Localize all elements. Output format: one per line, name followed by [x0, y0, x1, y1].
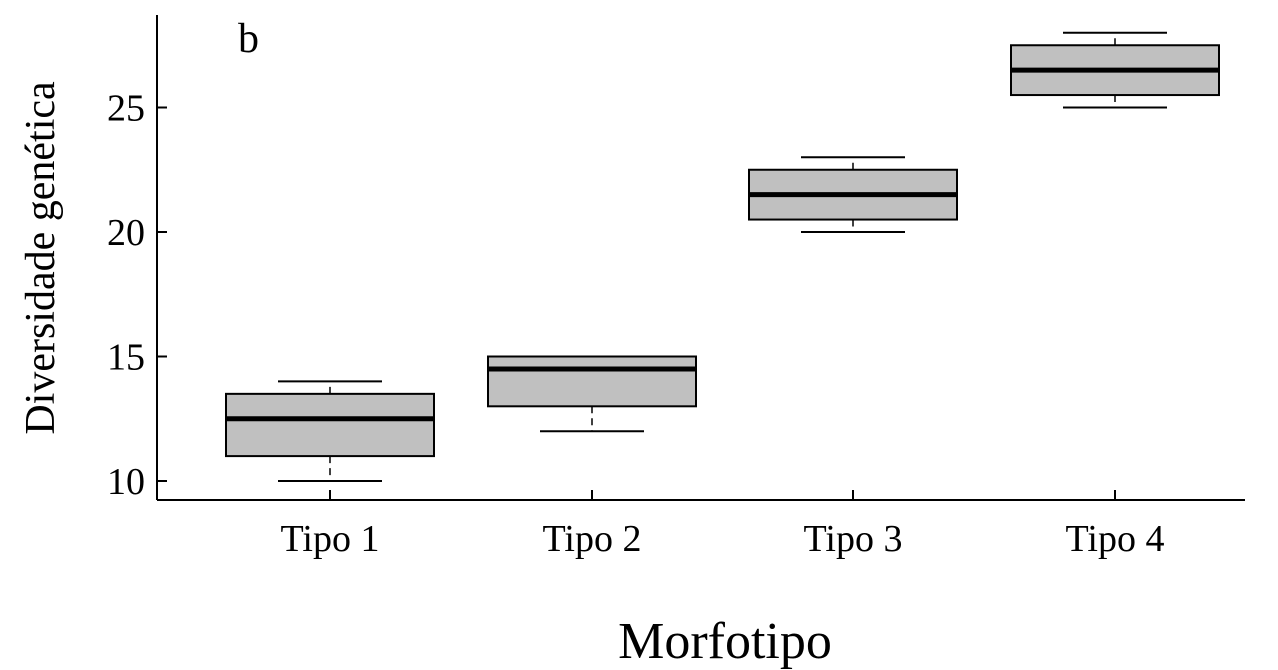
- x-tick-label: Tipo 1: [281, 518, 380, 560]
- iqr-box: [487, 355, 697, 408]
- panel-label: b: [238, 16, 259, 62]
- y-tick-label: 25: [107, 88, 145, 130]
- y-tick-label: 20: [107, 212, 145, 254]
- x-tick-label: Tipo 2: [543, 518, 642, 560]
- x-tick-label: Tipo 4: [1066, 518, 1165, 560]
- y-tick-label: 15: [107, 337, 145, 379]
- box-3: [748, 156, 958, 233]
- y-tick-label: 10: [107, 461, 145, 503]
- iqr-box: [225, 392, 435, 458]
- y-axis-title: Diversidade genética: [18, 81, 64, 435]
- box-4: [1010, 31, 1220, 109]
- box-series: [225, 31, 1220, 482]
- x-axis-title: Morfotipo: [618, 613, 832, 670]
- box-1: [225, 380, 435, 482]
- x-tick-label: Tipo 3: [804, 518, 903, 560]
- axes: 10 15 20 25 Tipo 1 Tipo 2 Tipo 3 Tipo 4: [107, 15, 1245, 560]
- box-2: [487, 355, 697, 433]
